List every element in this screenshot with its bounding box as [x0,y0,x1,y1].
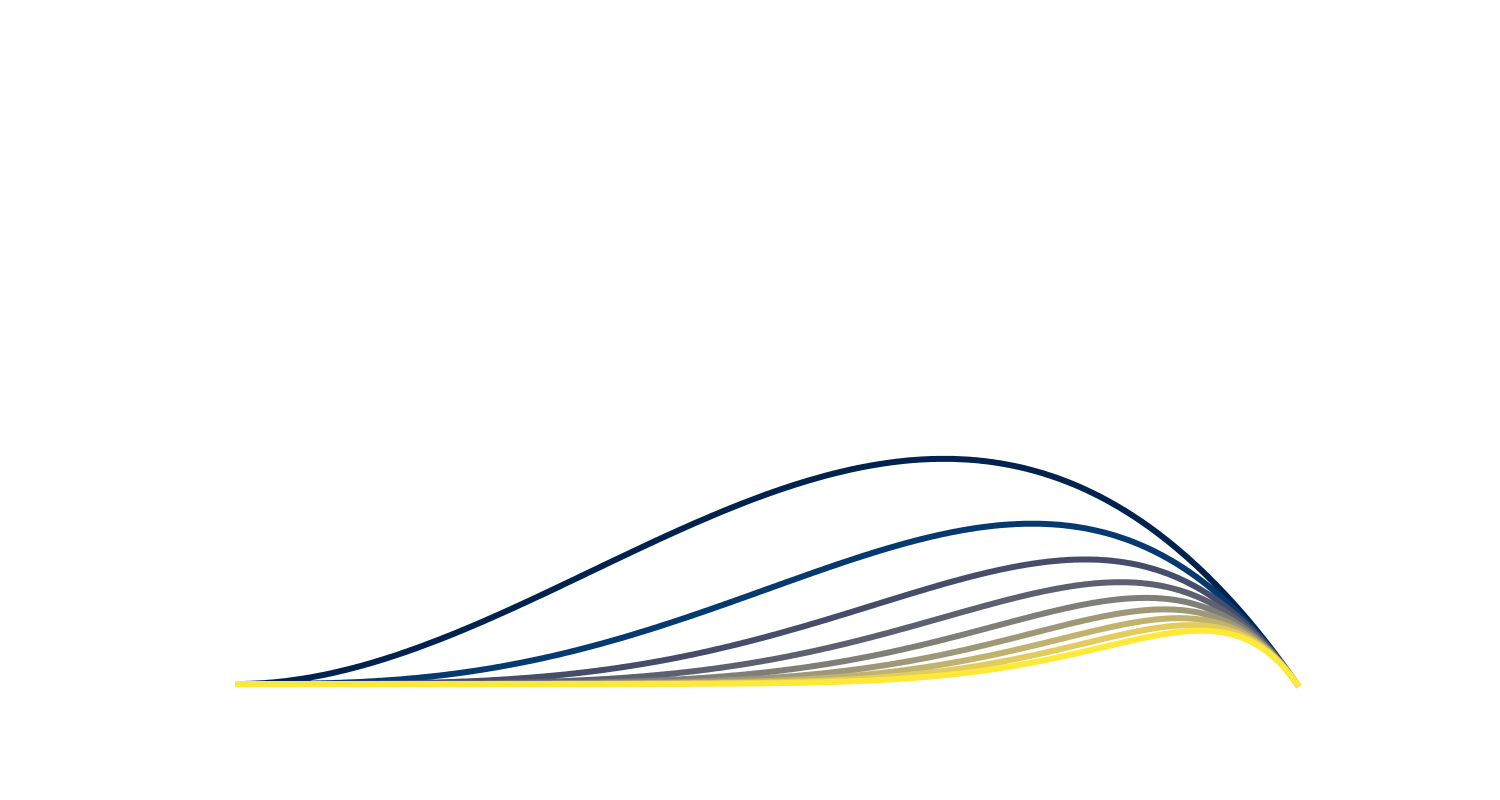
series-line-n3 [235,520,1302,689]
series-line-n10 [235,627,1302,689]
series-layer [234,455,1302,689]
series-line-n2 [234,455,1302,689]
